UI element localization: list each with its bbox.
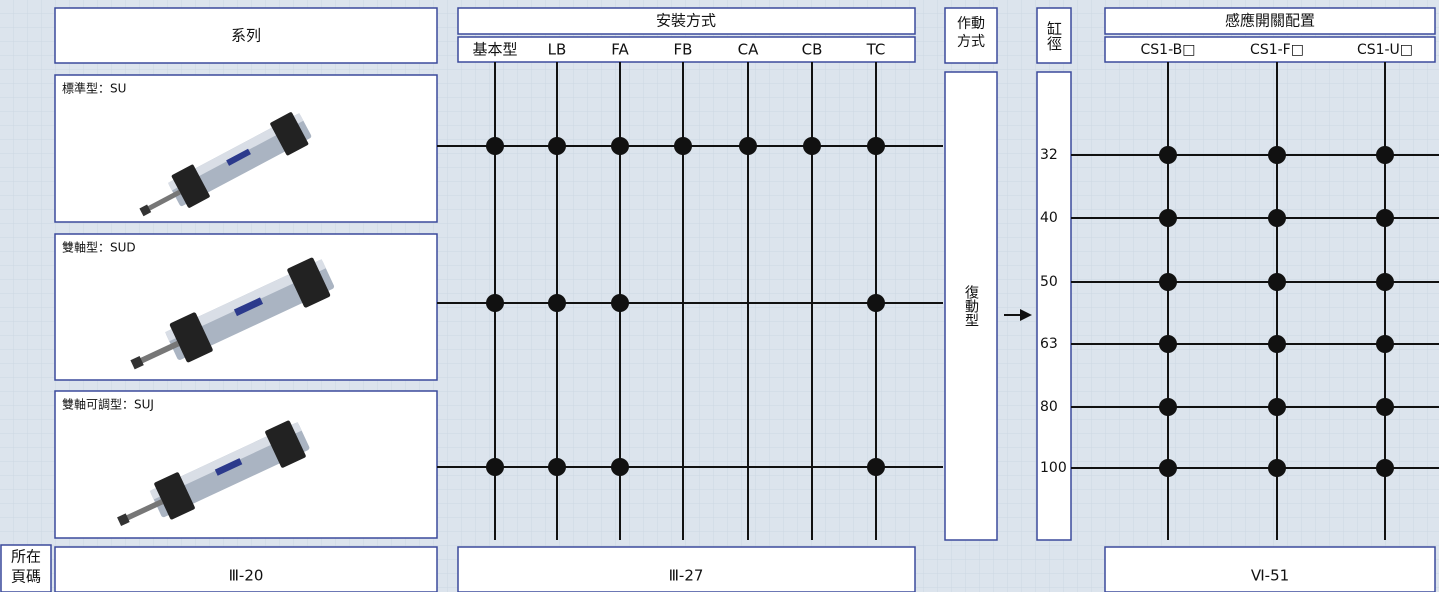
match-dot bbox=[1159, 209, 1177, 227]
series-label: 雙軸可調型：SUJ bbox=[62, 398, 154, 412]
page-header-box bbox=[0, 544, 52, 592]
bore-header-box bbox=[1036, 7, 1072, 64]
match-dot bbox=[803, 137, 821, 155]
match-dot bbox=[1268, 398, 1286, 416]
action-header: 方式 bbox=[957, 34, 985, 50]
page-number: Ⅲ-20 bbox=[229, 567, 264, 585]
match-dot bbox=[548, 458, 566, 476]
bore-label: 80 bbox=[1040, 399, 1058, 415]
match-dot bbox=[611, 458, 629, 476]
match-dot bbox=[611, 294, 629, 312]
mount-type: FB bbox=[674, 41, 693, 59]
match-dot bbox=[1376, 335, 1394, 353]
bore-label: 63 bbox=[1040, 336, 1058, 352]
series-header: 系列 bbox=[231, 27, 261, 45]
bore-box bbox=[1036, 71, 1072, 541]
page-number: Ⅵ-51 bbox=[1251, 567, 1289, 585]
switch-type: CS1-F□ bbox=[1250, 42, 1304, 58]
series-label: 雙軸型：SUD bbox=[62, 241, 136, 255]
match-dot bbox=[1376, 146, 1394, 164]
page-box bbox=[54, 546, 438, 592]
match-dot bbox=[1159, 273, 1177, 291]
match-dot bbox=[1159, 459, 1177, 477]
bore-label: 50 bbox=[1040, 274, 1058, 290]
mount-types-box bbox=[457, 36, 916, 63]
mount-header: 安裝方式 bbox=[656, 12, 716, 30]
match-dot bbox=[486, 137, 504, 155]
match-dot bbox=[1376, 209, 1394, 227]
match-dot bbox=[867, 137, 885, 155]
match-dot bbox=[867, 458, 885, 476]
match-dot bbox=[1268, 209, 1286, 227]
page-box bbox=[457, 546, 916, 592]
page-box bbox=[1104, 546, 1436, 592]
mount-type: CA bbox=[738, 41, 759, 59]
match-dot bbox=[1376, 459, 1394, 477]
match-dot bbox=[548, 294, 566, 312]
match-dot bbox=[1376, 273, 1394, 291]
switch-type: CS1-U□ bbox=[1357, 42, 1413, 58]
action-header: 作動 bbox=[957, 16, 985, 32]
match-dot bbox=[674, 137, 692, 155]
match-dot bbox=[1159, 146, 1177, 164]
layout bbox=[0, 7, 1436, 592]
series-label: 標準型：SU bbox=[62, 81, 126, 96]
match-dot bbox=[1376, 398, 1394, 416]
switch-header: 感應開關配置 bbox=[1225, 12, 1315, 30]
switch-types-box bbox=[1104, 36, 1436, 63]
series-header-box bbox=[54, 7, 438, 64]
bore-label: 100 bbox=[1040, 460, 1067, 476]
match-dot bbox=[1159, 335, 1177, 353]
switch-type: CS1-B□ bbox=[1141, 42, 1196, 58]
page-number: Ⅲ-27 bbox=[669, 567, 704, 585]
page-header: 所在 bbox=[11, 548, 41, 566]
action-header-box bbox=[944, 7, 998, 64]
mount-header-box bbox=[457, 7, 916, 35]
match-dot bbox=[1268, 459, 1286, 477]
match-dot bbox=[486, 458, 504, 476]
bore-label: 40 bbox=[1040, 210, 1058, 226]
mount-type: FA bbox=[611, 41, 629, 59]
match-dot bbox=[867, 294, 885, 312]
switch-header-box bbox=[1104, 7, 1436, 35]
match-dot bbox=[1159, 398, 1177, 416]
match-dot bbox=[486, 294, 504, 312]
action-type: 復動型 bbox=[963, 284, 979, 327]
page-header: 頁碼 bbox=[11, 568, 41, 586]
bore-header: 缸徑 bbox=[1045, 20, 1063, 51]
action-box bbox=[944, 71, 998, 541]
match-dot bbox=[739, 137, 757, 155]
match-dot bbox=[1268, 146, 1286, 164]
match-dot bbox=[548, 137, 566, 155]
match-dot bbox=[611, 137, 629, 155]
arrow-head bbox=[1020, 309, 1032, 321]
match-dot bbox=[1268, 335, 1286, 353]
bore-label: 32 bbox=[1040, 147, 1058, 163]
mount-type: TC bbox=[866, 41, 886, 59]
mount-type: LB bbox=[548, 41, 567, 59]
match-dot bbox=[1268, 273, 1286, 291]
mount-type: 基本型 bbox=[472, 41, 517, 59]
mount-type: CB bbox=[802, 41, 823, 59]
